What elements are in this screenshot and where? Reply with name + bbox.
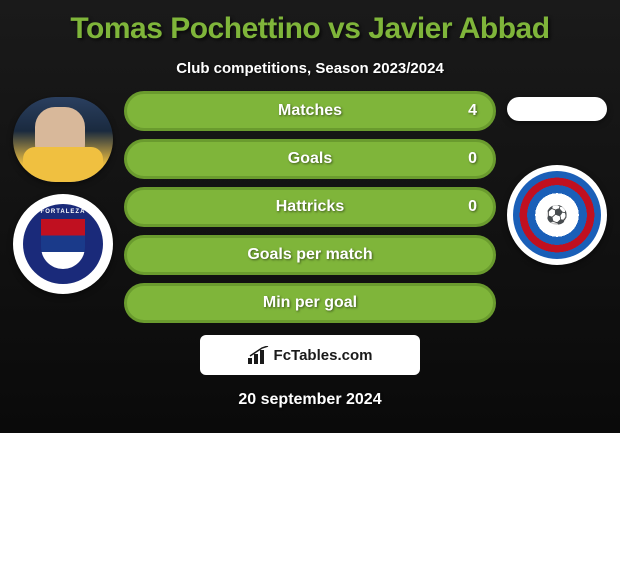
right-club-crest xyxy=(507,165,607,265)
right-column xyxy=(502,91,612,265)
comparison-card: Tomas Pochettino vs Javier Abbad Club co… xyxy=(0,0,620,433)
page-title: Tomas Pochettino vs Javier Abbad xyxy=(0,12,620,46)
stat-row-hattricks: Hattricks 0 xyxy=(124,187,496,227)
stats-column: Matches 4 Goals 0 Hattricks 0 Goals per … xyxy=(118,91,502,323)
stat-label: Min per goal xyxy=(263,294,357,312)
stat-label: Hattricks xyxy=(276,198,344,216)
date-line: 20 september 2024 xyxy=(0,391,620,409)
left-column: FORTALEZA xyxy=(8,91,118,294)
content-row: FORTALEZA Matches 4 Goals 0 Hattricks 0 xyxy=(0,91,620,323)
stat-right-value: 0 xyxy=(468,198,477,216)
branding-box: FcTables.com xyxy=(200,335,420,375)
stat-row-gpm: Goals per match xyxy=(124,235,496,275)
left-player-photo xyxy=(13,97,113,182)
fortaleza-crest-icon: FORTALEZA xyxy=(23,204,103,284)
left-club-crest: FORTALEZA xyxy=(13,194,113,294)
subtitle: Club competitions, Season 2023/2024 xyxy=(0,60,620,77)
stat-label: Matches xyxy=(278,102,342,120)
stat-row-matches: Matches 4 xyxy=(124,91,496,131)
chart-icon xyxy=(248,346,270,364)
stat-right-value: 4 xyxy=(468,102,477,120)
right-player-photo xyxy=(507,97,607,121)
crest-label: FORTALEZA xyxy=(23,209,103,215)
stat-label: Goals per match xyxy=(247,246,372,264)
brand-text: FcTables.com xyxy=(274,347,373,364)
stat-right-value: 0 xyxy=(468,150,477,168)
stat-label: Goals xyxy=(288,150,332,168)
stat-row-goals: Goals 0 xyxy=(124,139,496,179)
bahia-crest-icon xyxy=(513,171,601,259)
stat-row-mpg: Min per goal xyxy=(124,283,496,323)
